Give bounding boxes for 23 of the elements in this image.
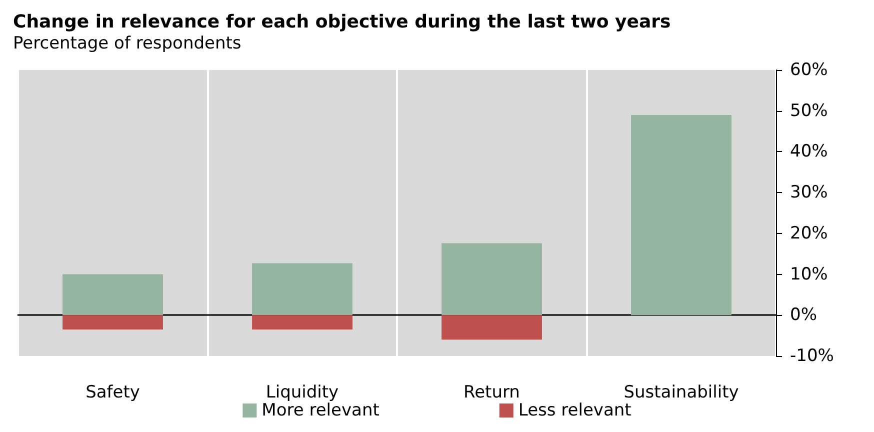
y-tick-label: 50%: [790, 100, 828, 121]
bar: [62, 274, 163, 316]
y-tick-label: 60%: [790, 60, 828, 80]
y-tick-label: -10%: [790, 346, 834, 366]
x-tick-label: Liquidity: [266, 382, 339, 402]
legend-label: Less relevant: [518, 400, 632, 420]
y-tick-label: 10%: [790, 264, 828, 284]
bar: [442, 315, 542, 340]
x-tick-label: Return: [464, 382, 520, 402]
x-tick-label: Safety: [86, 382, 140, 402]
legend-label: More relevant: [262, 400, 380, 420]
y-tick-label: 40%: [790, 142, 828, 162]
y-tick-label: 20%: [790, 223, 828, 244]
y-tick-label: 30%: [790, 182, 828, 203]
chart-title: Change in relevance for each objective during the last two years: [13, 12, 671, 32]
bar: [631, 114, 732, 316]
bar: [252, 263, 352, 316]
chart-subtitle: Percentage of respondents: [13, 34, 242, 54]
x-tick-label: Sustainability: [624, 382, 739, 402]
bar: [62, 315, 163, 330]
bar: [442, 243, 542, 316]
bar: [252, 315, 352, 330]
y-tick-label: 0%: [790, 305, 817, 326]
